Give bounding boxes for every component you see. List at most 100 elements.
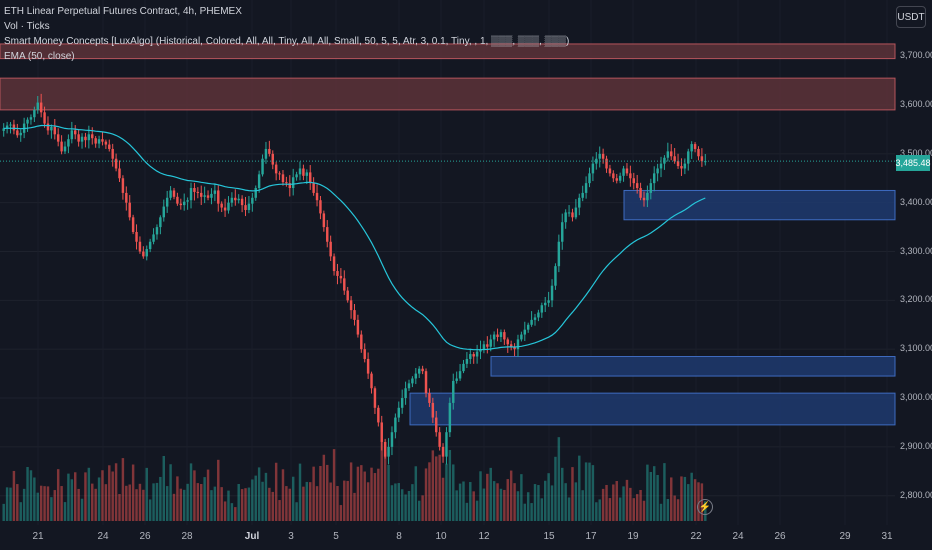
volume-bar [196,483,200,521]
volume-bar [264,472,268,521]
volume-bar [414,466,418,521]
candle-body [377,407,380,423]
ema-line [3,124,706,351]
volume-bar [581,490,584,521]
time-tick-label: 26 [139,531,151,542]
candle-body [172,190,176,197]
time-tick-label: 24 [732,531,744,542]
volume-bar [91,483,94,521]
candle-body [639,188,642,198]
volume-indicator-label[interactable]: Vol · Ticks [4,21,50,32]
volume-bar [339,505,343,521]
ema-indicator-label[interactable]: EMA (50, close) [4,51,75,62]
volume-bar [234,507,237,521]
volume-bar [84,472,87,521]
smc-indicator-label[interactable]: Smart Money Concepts [LuxAlgo] (Historic… [4,36,570,47]
candle-body [278,173,281,175]
candle-body [326,227,329,242]
time-tick-label: 12 [478,531,490,542]
volume-bar [629,487,632,521]
volume-bar [615,481,618,521]
price-tick-label: 2,900.00 [900,440,932,451]
candle-body [475,351,479,357]
candle-body [680,166,683,169]
price-tick-label: 3,500.00 [900,147,932,158]
volume-bar [343,480,346,521]
candle-body [169,190,172,198]
volume-bar [223,501,227,521]
volume-bar [118,494,121,521]
volume-bar [625,479,629,521]
candle-body [152,234,155,242]
candle-body [159,217,162,228]
candle-body [217,190,220,204]
volume-bar [189,463,193,521]
candle-body [39,102,43,113]
candle-body [584,183,588,193]
candle-body [618,175,622,181]
demand-zone [623,189,896,221]
candle-body [264,148,268,159]
volume-bar [520,474,523,521]
volume-bar [308,482,312,521]
time-tick-label: 29 [839,531,851,542]
volume-bar [397,483,401,521]
volume-bar [475,500,479,521]
volume-bar [564,483,567,521]
lightning-icon[interactable]: ⚡ [697,499,713,515]
volume-bar [244,488,247,521]
candle-body [291,177,295,189]
volume-bar [601,488,605,521]
candle-body [492,334,496,340]
volume-bar [407,490,411,521]
volume-bar [435,456,438,521]
symbol-title[interactable]: ETH Linear Perpetual Futures Contract, 4… [4,6,242,17]
candle-body [2,128,5,131]
candle-body [458,371,462,379]
candle-body [165,197,169,207]
time-tick-label: 15 [543,531,555,542]
candle-body [605,158,608,169]
volume-bar [213,486,217,521]
candle-body [237,198,240,201]
volume-bar [111,471,114,521]
volume-bar [509,470,513,521]
volume-bar [349,462,353,521]
candle-body [274,164,278,174]
volume-bar [210,490,213,521]
volume-bar [499,488,503,521]
candle-body [400,398,404,408]
candle-body [390,432,394,447]
candle-body [380,422,383,442]
candle-body [697,148,700,157]
candle-body [223,207,227,211]
volume-bar [87,467,91,521]
candle-body [550,285,554,301]
volume-bar [152,483,155,521]
volume-bar [492,481,496,521]
candle-body [547,300,550,303]
volume-bar [56,469,60,521]
candle-body [663,157,666,164]
volume-bar [332,449,336,521]
candle-body [70,130,74,140]
volume-bar [622,486,625,521]
candle-body [142,251,145,257]
candle-body [288,183,292,189]
price-tick-label: 3,400.00 [900,196,932,207]
volume-bar [649,471,653,521]
candle-body [431,402,435,418]
volume-bar [26,467,29,521]
volume-bar [302,486,305,521]
candle-body [469,354,472,359]
candle-body [186,200,189,202]
volume-bar [257,467,261,521]
volume-bar [162,455,166,521]
currency-button[interactable]: USDT [896,6,926,28]
candle-body [305,172,309,176]
candle-body [332,256,336,272]
volume-bar [489,467,492,521]
time-tick-label: 24 [97,531,109,542]
volume-bar [588,462,591,521]
